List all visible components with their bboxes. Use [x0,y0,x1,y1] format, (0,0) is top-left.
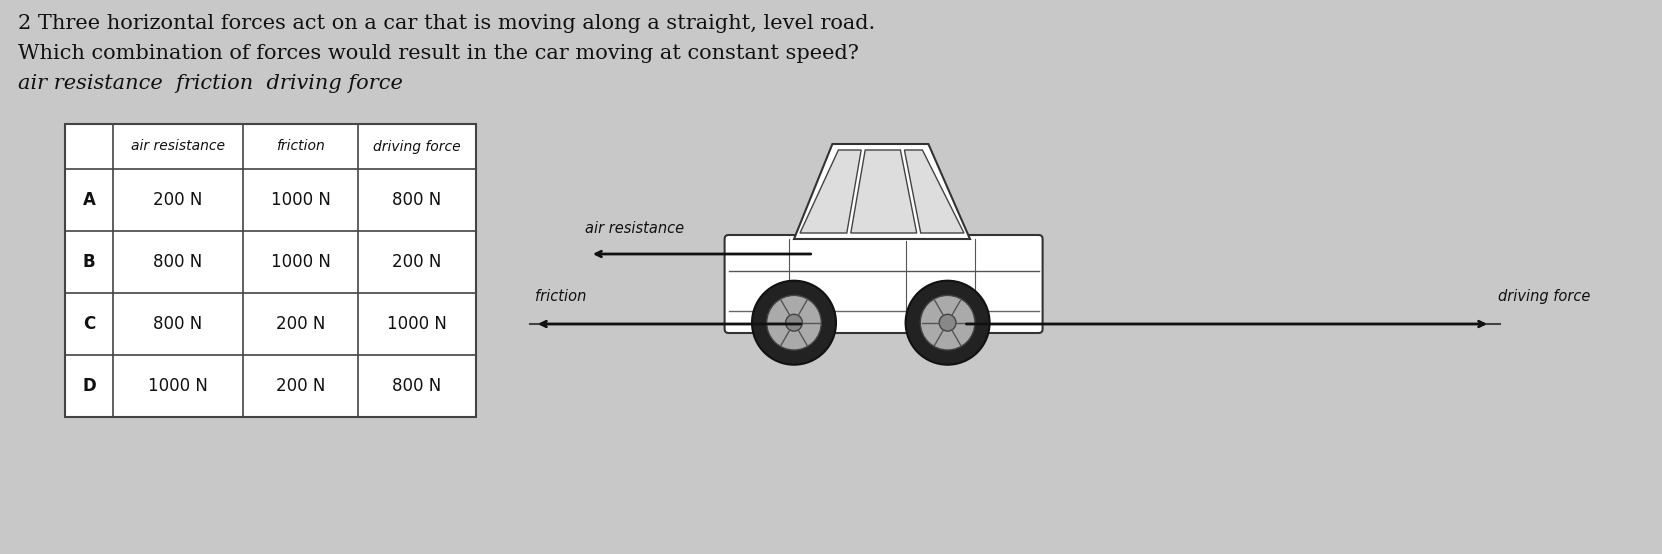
Circle shape [921,295,976,350]
Text: 800 N: 800 N [392,377,442,395]
Circle shape [751,281,836,365]
Text: friction: friction [276,140,324,153]
Text: 200 N: 200 N [153,191,203,209]
Circle shape [786,314,803,331]
Text: friction: friction [535,289,587,304]
Text: driving force: driving force [374,140,460,153]
Text: 1000 N: 1000 N [271,253,331,271]
Text: 1000 N: 1000 N [271,191,331,209]
Text: A: A [83,191,95,209]
Polygon shape [799,150,861,233]
Text: 1000 N: 1000 N [148,377,208,395]
Text: 800 N: 800 N [153,315,203,333]
Circle shape [906,281,989,365]
Text: Which combination of forces would result in the car moving at constant speed?: Which combination of forces would result… [18,44,859,63]
Polygon shape [851,150,917,233]
FancyBboxPatch shape [725,235,1042,333]
Text: driving force: driving force [1497,289,1591,304]
Text: 2 Three horizontal forces act on a car that is moving along a straight, level ro: 2 Three horizontal forces act on a car t… [18,14,876,33]
Bar [65,124,475,417]
Text: air resistance: air resistance [131,140,224,153]
Text: 800 N: 800 N [153,253,203,271]
Circle shape [939,314,956,331]
Text: 800 N: 800 N [392,191,442,209]
Text: 200 N: 200 N [392,253,442,271]
Circle shape [766,295,821,350]
Polygon shape [794,144,971,239]
Text: 1000 N: 1000 N [387,315,447,333]
Text: 200 N: 200 N [276,377,326,395]
Text: D: D [81,377,96,395]
Text: B: B [83,253,95,271]
Text: air resistance  friction  driving force: air resistance friction driving force [18,74,402,93]
Text: C: C [83,315,95,333]
Polygon shape [904,150,964,233]
Text: 200 N: 200 N [276,315,326,333]
Text: air resistance: air resistance [585,221,685,236]
